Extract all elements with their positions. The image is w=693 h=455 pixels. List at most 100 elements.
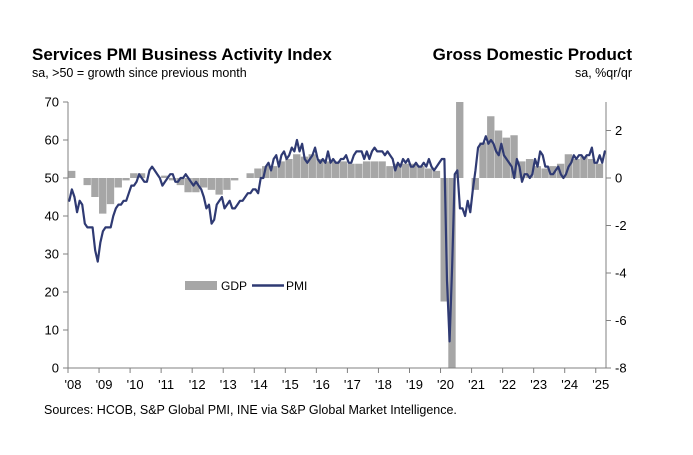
chart-legend: GDP PMI [185,279,307,293]
right-chart-title: Gross Domestic Product [432,45,632,64]
gdp-bar [285,159,293,178]
gdp-bar [487,116,495,178]
gdp-bar [176,178,185,186]
x-axis-tick-label: '14 [251,377,268,392]
gdp-bar [168,178,177,181]
left-axis-tick-label: 60 [45,133,59,148]
right-chart-subtitle: sa, %qr/qr [575,66,632,80]
x-axis-tick-label: '18 [375,377,392,392]
gdp-bar [347,163,355,178]
gdp-bar [106,178,115,205]
gdp-bar [510,135,518,178]
gdp-bar [572,159,580,178]
gdp-bar [331,161,340,179]
gdp-bar [199,178,208,188]
gdp-bar [277,161,285,179]
gdp-bar [401,163,410,178]
left-chart-subtitle: sa, >50 = growth since previous month [32,66,247,80]
gdp-bar [417,166,425,178]
left-axis-tick-label: 40 [45,209,59,224]
x-axis-tick-label: '17 [344,377,361,392]
gdp-bar [533,166,542,178]
gdp-bar [393,163,402,178]
left-axis-tick-label: 50 [45,171,59,186]
gdp-bar [300,156,309,178]
pmi-line-series [68,135,606,343]
gdp-bar [409,163,417,178]
x-axis-tick-label: '10 [127,377,144,392]
gdp-bar [339,161,347,179]
gdp-bar [246,173,254,178]
gdp-bar [230,178,239,181]
gdp-bar [432,170,441,178]
left-axis-tick-label: 10 [45,323,59,338]
gdp-bar [192,178,200,193]
gdp-bar [91,178,99,197]
gdp-bar [254,168,262,178]
legend-gdp-swatch [185,281,217,290]
left-axis-tick-label: 0 [52,361,59,376]
gdp-bar-series [68,102,604,368]
left-axis-tick-label: 30 [45,247,59,262]
gdp-bar [355,163,363,178]
right-axis-tick-label: -2 [615,218,627,233]
legend-pmi-label: PMI [286,279,307,293]
x-axis-tick-label: '23 [530,377,547,392]
gdp-bar [161,175,169,179]
gdp-bar [580,156,588,178]
gdp-bar [68,170,76,178]
source-note: Sources: HCOB, S&P Global PMI, INE via S… [44,403,457,417]
gdp-bar [308,154,316,178]
x-axis-tick-label: '20 [437,377,454,392]
gdp-bar [207,178,216,190]
left-axis-tick-label: 20 [45,285,59,300]
x-axis-tick-label: '19 [406,377,423,392]
left-chart-title: Services PMI Business Activity Index [32,45,332,64]
right-axis-tick-label: -4 [615,266,627,281]
gdp-bar [114,178,122,188]
left-axis-tick-label: 70 [45,95,59,110]
legend-gdp-label: GDP [221,279,247,293]
x-axis-tick-label: '21 [468,377,485,392]
gdp-bar [269,166,278,178]
right-axis-tick-label: -6 [615,313,627,328]
gdp-bar [83,178,91,186]
right-axis-tick-label: 0 [615,171,622,186]
gdp-bar [122,178,130,181]
gdp-bar [362,161,371,179]
x-axis-tick-label: '08 [65,377,82,392]
gdp-bar [215,178,223,195]
gdp-bar [378,161,386,179]
x-axis-tick-label: '16 [313,377,330,392]
gdp-bar [525,159,534,178]
x-axis-tick-label: '09 [96,377,113,392]
gdp-bar [316,159,324,178]
gdp-bar [184,178,192,193]
chart-axes: 0 10 20 30 40 50 60 70 -8 -6 -4 -2 0 2 '08 '09 '10 '11 '12… [45,95,627,393]
gdp-bar [425,168,433,178]
x-axis-tick-label: '11 [158,377,174,392]
gdp-bar [595,163,604,178]
x-axis-tick-label: '22 [499,377,516,392]
pmi-line [68,135,606,343]
x-axis-tick-label: '15 [282,377,299,392]
x-axis-tick-label: '12 [189,377,206,392]
x-axis-tick-label: '25 [592,377,609,392]
gdp-bar [324,161,332,179]
gdp-bar [456,102,464,178]
gdp-bar [518,161,526,179]
gdp-bar [549,166,557,178]
gdp-bar [293,154,301,178]
x-axis-tick-label: '13 [220,377,237,392]
gdp-bar [440,178,448,302]
gdp-bar [370,161,379,179]
gdp-bar [479,142,487,178]
gdp-bar [137,173,146,178]
right-axis-tick-label: -8 [615,361,627,376]
gdp-bar [541,168,549,178]
gdp-bar [130,173,138,178]
gdp-bar [386,166,394,178]
gdp-bar [223,178,231,190]
right-axis-tick-label: 2 [615,123,622,138]
